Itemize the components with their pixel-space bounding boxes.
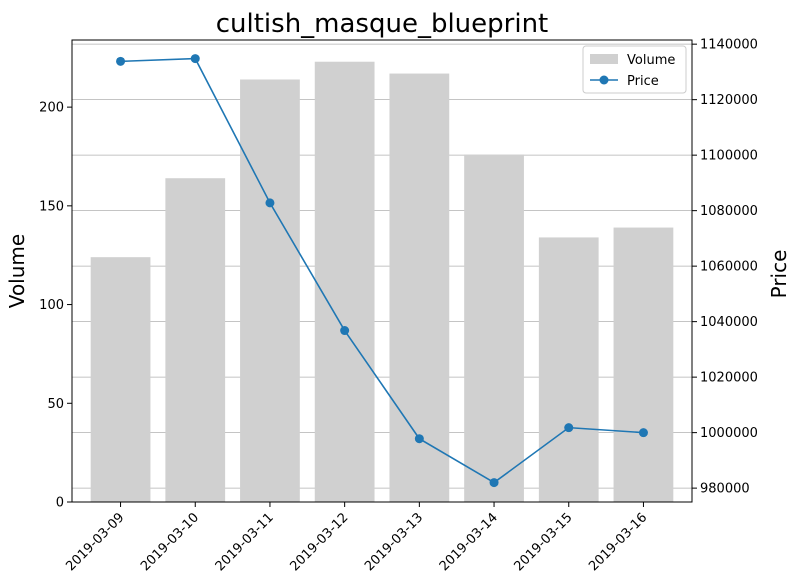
- price-point: [489, 478, 499, 488]
- volume-bar: [538, 237, 599, 502]
- right-tick-label: 980000: [700, 482, 750, 497]
- left-tick-label: 50: [47, 397, 64, 412]
- right-tick-label: 1040000: [700, 315, 758, 330]
- x-tick-label: 2019-03-14: [437, 510, 501, 574]
- volume-bar: [464, 154, 524, 502]
- legend-label-volume: Volume: [627, 53, 675, 68]
- volume-bar: [90, 257, 151, 502]
- x-tick-label: 2019-03-12: [287, 510, 351, 574]
- right-tick-label: 1100000: [700, 149, 758, 164]
- legend-swatch-volume: [590, 54, 618, 64]
- price-series-line: [120, 57, 644, 484]
- left-tick-label: 200: [39, 101, 64, 116]
- right-tick-label: 1060000: [700, 260, 758, 275]
- chart-title: cultish_masque_blueprint: [216, 9, 549, 39]
- right-tick-label: 1000000: [700, 426, 758, 441]
- price-point: [340, 326, 350, 336]
- volume-bar: [613, 227, 674, 503]
- x-tick-label: 2019-03-13: [362, 510, 426, 574]
- left-axis: 0 50 100 150 200: [39, 101, 72, 511]
- right-tick-label: 1020000: [700, 371, 758, 386]
- price-point: [190, 54, 200, 64]
- y-axis-label-left: Volume: [5, 234, 29, 308]
- right-axis: 980000 1000000 1020000 1040000 1060000 108000…: [692, 38, 758, 497]
- right-tick-label: 1140000: [700, 38, 758, 53]
- price-point: [638, 428, 648, 438]
- x-tick-label: 2019-03-10: [138, 510, 202, 574]
- x-tick-label: 2019-03-09: [63, 510, 127, 574]
- volume-bar: [240, 79, 300, 502]
- volume-bar: [389, 73, 450, 503]
- left-tick-label: 0: [56, 496, 64, 511]
- right-tick-label: 1120000: [700, 93, 758, 108]
- plot-frame: [71, 39, 693, 503]
- left-tick-label: 150: [39, 199, 64, 214]
- x-tick-label: 2019-03-15: [512, 510, 576, 574]
- right-tick-label: 1080000: [700, 204, 758, 219]
- left-tick-label: 100: [39, 298, 64, 313]
- price-line: [116, 54, 648, 488]
- volume-bars: [90, 61, 674, 503]
- y-axis-label-right: Price: [767, 250, 791, 299]
- volume-bar: [314, 61, 375, 502]
- price-point: [116, 56, 126, 66]
- legend: Volume Price: [582, 45, 687, 94]
- price-point: [265, 198, 275, 208]
- x-tick-label: 2019-03-16: [586, 510, 650, 574]
- legend-swatch-price-marker: [599, 75, 609, 85]
- x-axis: 2019-03-09 2019-03-10 2019-03-11 2019-03-12…: [63, 502, 650, 574]
- grid: [72, 43, 692, 489]
- x-tick-label: 2019-03-11: [213, 510, 277, 574]
- legend-label-price: Price: [627, 74, 659, 89]
- price-point: [414, 434, 424, 444]
- price-point: [564, 423, 574, 433]
- volume-bar: [165, 178, 226, 502]
